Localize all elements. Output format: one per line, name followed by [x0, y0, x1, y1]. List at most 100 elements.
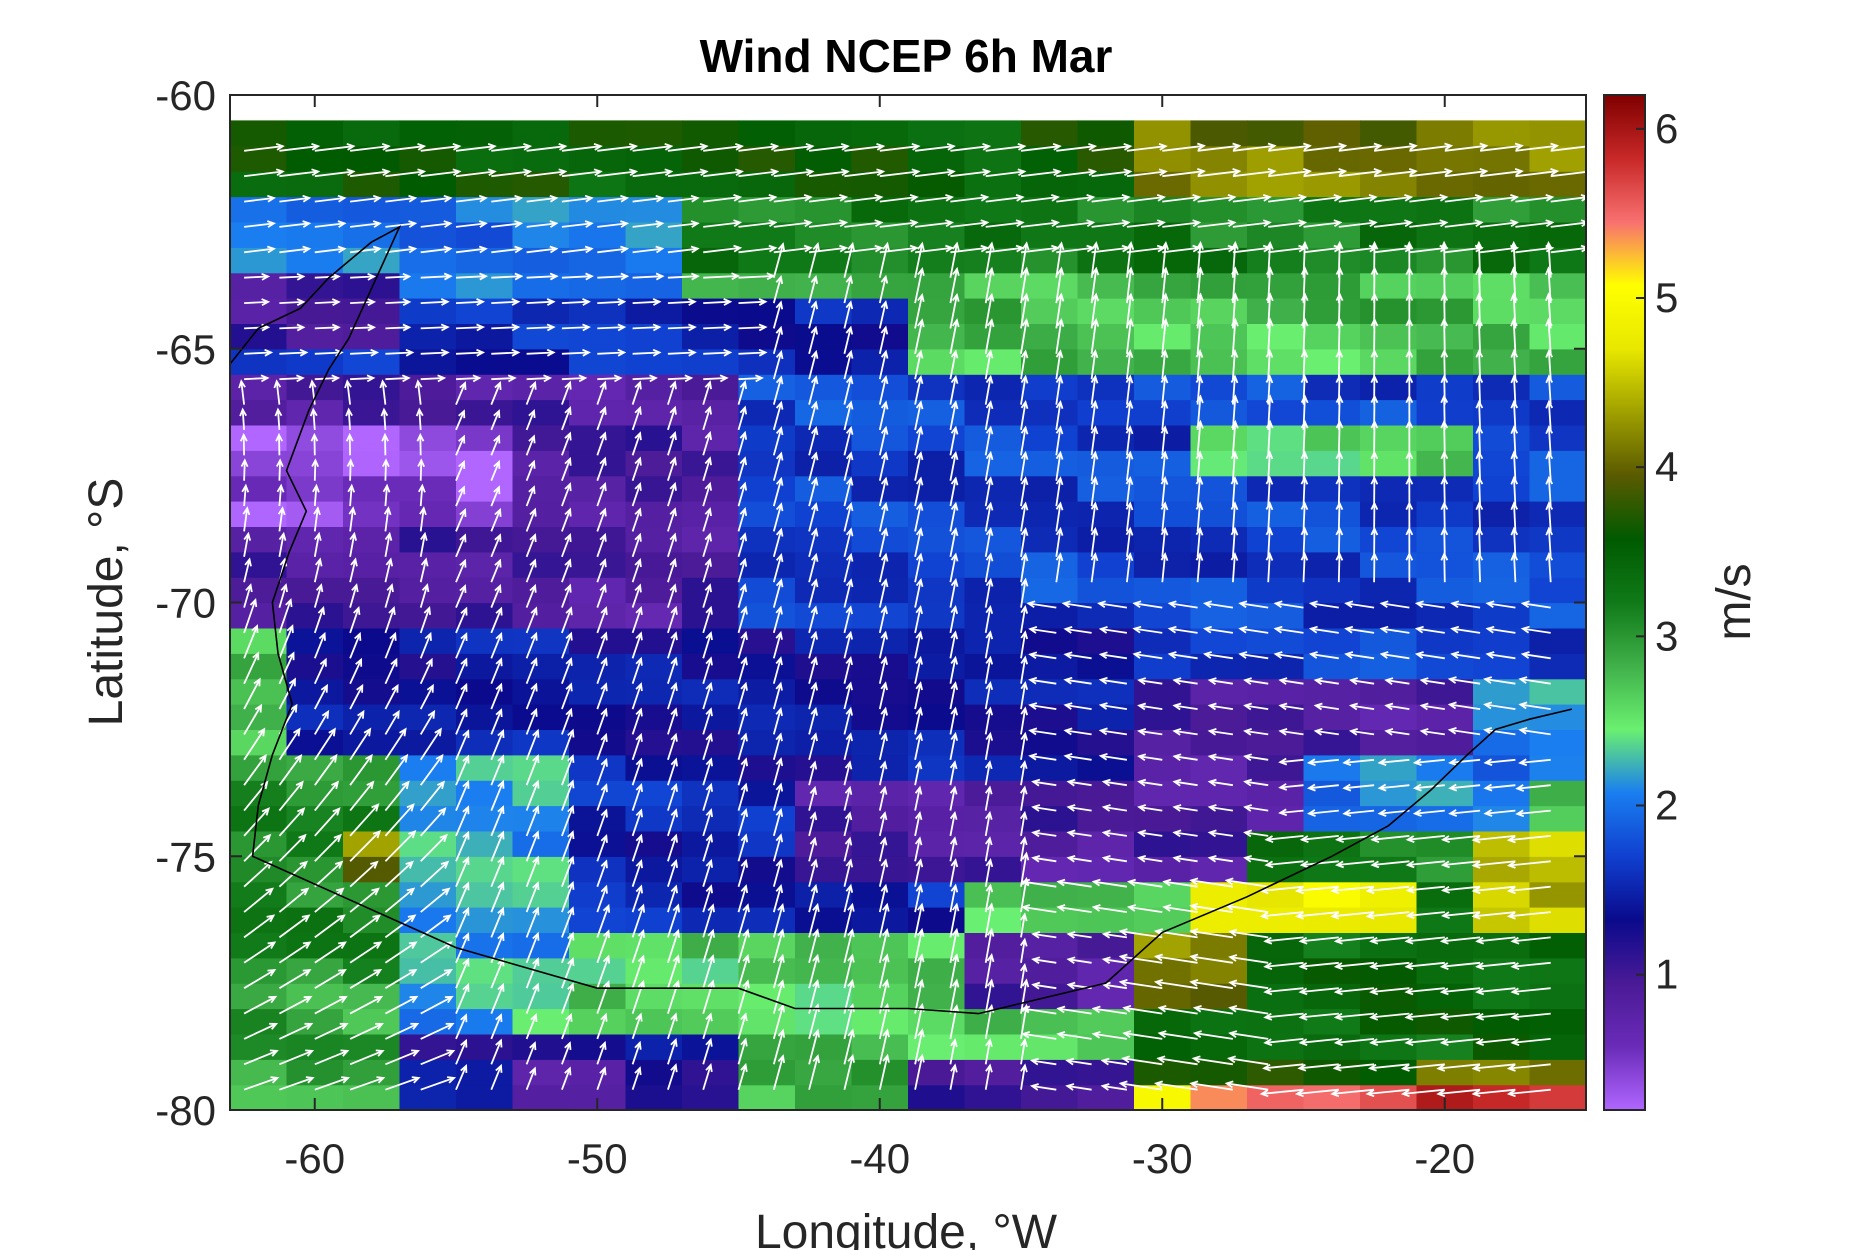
- wind-vector: [667, 707, 678, 735]
- wind-vector: [1090, 266, 1100, 304]
- wind-vector: [1065, 1057, 1092, 1066]
- wind-vector: [1273, 625, 1304, 634]
- heatmap-cell: [1077, 221, 1135, 248]
- wind-vector: [385, 1049, 421, 1066]
- wind-vector: [243, 220, 276, 228]
- heatmap-cell: [1529, 907, 1586, 933]
- chart-title: Wind NCEP 6h Mar: [700, 30, 1113, 82]
- heatmap-cell: [1360, 856, 1418, 883]
- wind-vector: [455, 932, 470, 964]
- wind-vector: [984, 927, 995, 963]
- wind-vector: [1243, 854, 1269, 863]
- wind-vector: [808, 811, 818, 837]
- heatmap-cell: [682, 729, 740, 756]
- wind-vector: [1299, 835, 1339, 843]
- wind-vector: [914, 681, 923, 710]
- wind-vector: [561, 657, 573, 685]
- wind-vector: [596, 884, 608, 913]
- wind-vector: [1101, 981, 1128, 990]
- wind-vector: [667, 456, 677, 481]
- wind-vector: [878, 527, 889, 557]
- heatmap-cell: [964, 830, 1022, 857]
- wind-vector: [455, 856, 470, 888]
- heatmap-cell: [795, 754, 853, 781]
- wind-vector: [1365, 911, 1410, 920]
- heatmap-cell: [1247, 856, 1305, 883]
- wind-vector: [243, 727, 266, 761]
- wind-vector: [737, 782, 749, 811]
- wind-vector: [703, 168, 744, 178]
- wind-vector: [702, 808, 713, 837]
- heatmap-cell: [1247, 526, 1305, 553]
- wind-vector: [738, 374, 764, 383]
- wind-vector: [737, 1062, 748, 1090]
- heatmap-cell: [456, 1059, 514, 1086]
- wind-vector: [455, 657, 468, 685]
- wind-vector: [631, 481, 642, 507]
- wind-vector: [1545, 450, 1554, 481]
- wind-vector: [1510, 348, 1519, 380]
- wind-vector: [1055, 399, 1064, 431]
- wind-vector: [1506, 911, 1551, 920]
- heatmap-cell: [230, 1033, 288, 1060]
- wind-vector: [596, 380, 607, 405]
- wind-vector: [1379, 625, 1410, 634]
- wind-vector: [1098, 676, 1128, 685]
- wind-vector: [419, 583, 430, 608]
- wind-vector: [491, 220, 524, 228]
- heatmap-cell: [738, 551, 796, 578]
- heatmap-cell: [738, 424, 796, 451]
- heatmap-cell: [512, 475, 570, 502]
- wind-vector: [380, 407, 389, 430]
- wind-vector: [772, 375, 784, 405]
- wind-vector: [314, 887, 345, 913]
- y-axis-label: Latitude, °S: [80, 478, 133, 727]
- heatmap-cell: [1190, 881, 1248, 908]
- heatmap-cell: [512, 907, 570, 933]
- wind-vector: [379, 379, 388, 405]
- wind-vector: [1298, 961, 1339, 970]
- wind-vector: [737, 583, 748, 608]
- wind-vector: [667, 431, 677, 456]
- wind-vector: [1243, 728, 1269, 736]
- wind-vector: [772, 1054, 786, 1090]
- heatmap-cell: [1247, 1059, 1305, 1086]
- wind-vector: [843, 760, 853, 786]
- wind-vector: [702, 928, 715, 964]
- wind-vector: [984, 883, 994, 913]
- wind-vector: [277, 506, 286, 532]
- wind-vector: [1479, 142, 1524, 152]
- wind-vector: [1278, 702, 1304, 711]
- wind-vector: [703, 298, 733, 306]
- heatmap-cell: [738, 577, 796, 604]
- wind-vector: [808, 656, 818, 684]
- wind-vector: [1202, 625, 1234, 634]
- wind-vector: [1263, 961, 1304, 970]
- wind-vector: [1156, 1055, 1198, 1066]
- wind-vector: [667, 884, 678, 913]
- wind-vector: [1303, 219, 1343, 228]
- wind-vector: [737, 903, 750, 938]
- wind-vector: [949, 706, 959, 735]
- wind-vector: [914, 451, 924, 481]
- wind-vector: [385, 220, 418, 228]
- heatmap-cell: [1416, 932, 1474, 959]
- wind-vector: [525, 804, 540, 837]
- wind-vector: [1161, 241, 1169, 278]
- wind-vector: [1412, 758, 1445, 767]
- heatmap-cell: [1529, 754, 1586, 781]
- heatmap-cell: [1021, 399, 1079, 426]
- wind-vector: [1020, 655, 1029, 684]
- wind-vector: [1230, 552, 1239, 583]
- heatmap-cell: [1360, 983, 1418, 1010]
- wind-vector: [525, 434, 536, 456]
- wind-vector: [1031, 931, 1057, 939]
- wind-vector: [949, 927, 960, 963]
- heatmap-cell: [1190, 653, 1248, 680]
- wind-vector: [773, 168, 815, 178]
- wind-vector: [949, 318, 960, 354]
- wind-vector: [455, 957, 470, 989]
- wind-vector: [808, 732, 818, 761]
- wind-vector: [1300, 374, 1309, 405]
- heatmap-cell: [1529, 298, 1586, 324]
